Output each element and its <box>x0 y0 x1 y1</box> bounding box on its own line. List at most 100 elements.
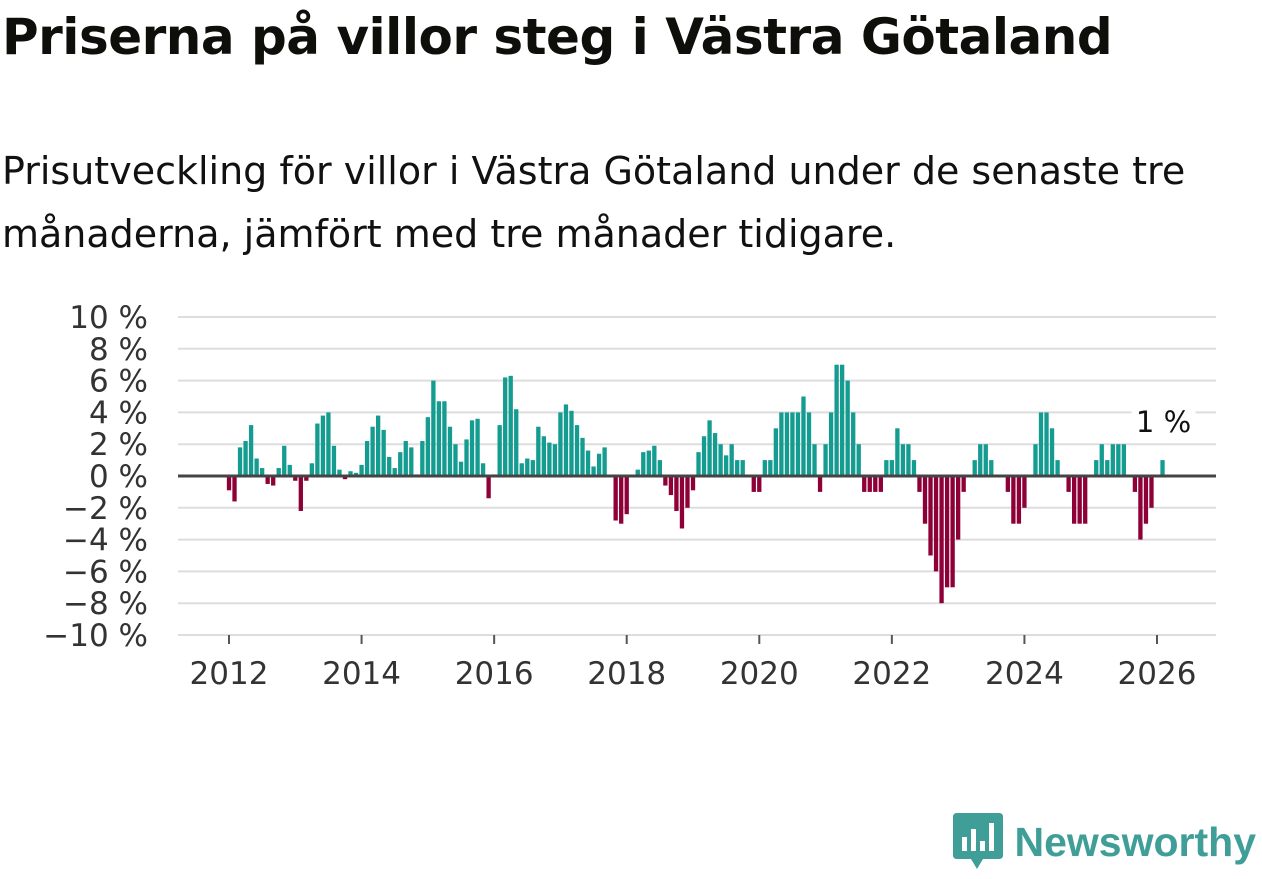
bar <box>282 445 287 476</box>
bar <box>447 426 453 476</box>
bar <box>707 420 712 476</box>
bar <box>514 409 519 476</box>
bar <box>933 476 939 572</box>
bar <box>685 476 690 508</box>
bar <box>856 444 861 476</box>
x-tick-label: 2012 <box>190 656 269 692</box>
bar <box>768 460 773 476</box>
bar <box>486 476 491 499</box>
bar <box>342 476 348 480</box>
bar <box>895 428 900 476</box>
bar <box>552 444 558 476</box>
bar <box>873 476 878 492</box>
bar <box>928 476 933 556</box>
bar <box>1022 476 1027 508</box>
x-axis-ticks: 2012 2014 2016 2018 2020 2022 2024 2026 <box>190 635 1197 692</box>
bar <box>944 476 950 588</box>
bar <box>1105 460 1110 476</box>
bar-series <box>226 364 1165 604</box>
bar <box>740 460 745 476</box>
bar <box>795 412 801 476</box>
bar <box>641 452 646 476</box>
y-tick-label: −8 % <box>63 586 148 622</box>
x-tick-label: 2026 <box>1118 656 1197 692</box>
brand-name: Newsworthy <box>1014 818 1257 865</box>
bar <box>851 412 856 476</box>
bar <box>585 450 591 476</box>
last-value-label-background <box>1131 404 1196 441</box>
bar <box>348 471 353 476</box>
bar <box>657 460 663 476</box>
bar <box>679 476 685 529</box>
bar <box>293 476 298 481</box>
bar <box>862 476 867 492</box>
bar <box>955 476 961 540</box>
bar <box>1099 444 1104 476</box>
y-tick-label: 6 % <box>89 364 148 400</box>
bar <box>735 460 740 476</box>
bar <box>442 401 447 476</box>
bar <box>922 476 928 524</box>
bar <box>403 441 408 476</box>
bar <box>574 425 580 476</box>
bar <box>431 380 436 476</box>
bar <box>259 468 265 476</box>
bar <box>613 476 618 521</box>
bar <box>1005 476 1011 492</box>
bar <box>762 460 767 476</box>
bar <box>569 410 574 476</box>
bar <box>983 444 988 476</box>
bar-chart: 10 %8 %6 %4 %2 %0 %−2 %−4 %−6 %−8 %−10 %… <box>43 300 1216 692</box>
bar <box>475 418 480 476</box>
bar <box>939 476 944 604</box>
bar <box>337 469 342 476</box>
bar <box>779 412 784 476</box>
bar <box>817 476 823 492</box>
bar <box>867 476 872 492</box>
bar <box>525 458 530 476</box>
bar <box>790 412 795 476</box>
last-value-label: 1 % <box>1136 405 1191 439</box>
bar <box>436 401 442 476</box>
bar <box>503 377 508 476</box>
bar <box>536 426 541 476</box>
bar <box>425 417 431 476</box>
bar <box>635 469 640 476</box>
bar <box>469 420 475 476</box>
bar <box>458 461 464 476</box>
bar <box>232 476 237 502</box>
bar <box>248 425 254 476</box>
bar <box>806 412 812 476</box>
bar <box>353 472 359 476</box>
bar <box>287 464 292 476</box>
bar <box>480 463 486 476</box>
bar <box>834 364 839 476</box>
bar <box>309 463 315 476</box>
bar <box>624 476 629 515</box>
bar <box>972 460 977 476</box>
y-tick-label: 8 % <box>89 332 148 368</box>
bar <box>900 444 906 476</box>
bar <box>276 468 281 476</box>
bar <box>591 466 596 476</box>
bar <box>784 412 790 476</box>
bar <box>364 441 370 476</box>
bar <box>563 404 569 476</box>
bar <box>884 460 889 476</box>
x-tick-label: 2024 <box>985 656 1064 692</box>
chart-title: Priserna på villor steg i Västra Götalan… <box>2 8 1113 66</box>
bar <box>497 425 502 476</box>
newsworthy-logo-icon <box>952 813 1003 869</box>
bar <box>757 476 762 492</box>
bar <box>878 476 883 492</box>
bar <box>1033 444 1038 476</box>
bar <box>989 460 994 476</box>
bar <box>889 460 895 476</box>
bar <box>265 476 270 484</box>
bar <box>1094 460 1099 476</box>
x-tick-label: 2022 <box>852 656 931 692</box>
x-tick-label: 2016 <box>455 656 534 692</box>
bar <box>696 452 701 476</box>
y-tick-label: 4 % <box>89 395 148 431</box>
bar <box>1132 476 1138 492</box>
